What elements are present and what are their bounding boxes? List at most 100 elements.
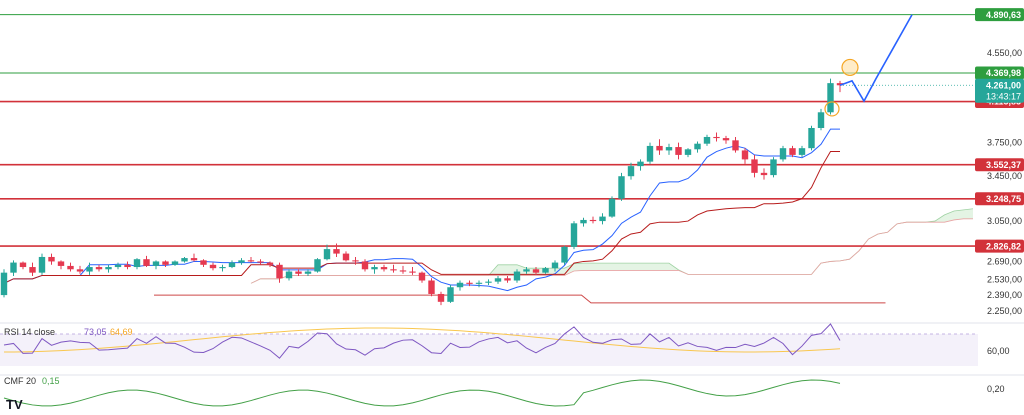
candle-67: [637, 159, 644, 171]
candle-body-85: [808, 127, 815, 149]
y-tick-label-4: 2.690,00: [987, 256, 1022, 266]
candle-body-17: [162, 261, 169, 265]
candle-22: [209, 262, 217, 271]
candle-24: [228, 260, 236, 269]
level-label-5: 2.826,82: [986, 241, 1021, 251]
candle-body-18: [171, 261, 179, 265]
candle-body-15: [143, 259, 150, 266]
countdown-label: 13:43:17: [986, 91, 1021, 101]
candle-body-50: [475, 282, 483, 284]
candle-80: [760, 168, 768, 180]
candle-body-1: [10, 262, 17, 273]
candle-body-14: [133, 259, 141, 268]
candle-body-31: [295, 271, 302, 274]
candle-42: [399, 265, 407, 274]
rsi-title: RSI 14 close: [4, 327, 55, 337]
candle-5: [48, 253, 55, 265]
candle-56: [532, 267, 540, 275]
candle-body-80: [760, 172, 768, 176]
candle-body-5: [48, 256, 55, 262]
candle-48: [456, 280, 464, 291]
candle-body-30: [285, 271, 293, 279]
candle-body-72: [684, 149, 692, 155]
rsi-tick: 60,00: [987, 346, 1010, 356]
candle-body-32: [304, 271, 312, 274]
candle-12: [114, 262, 122, 270]
candle-body-22: [209, 264, 217, 269]
level-label-4: 3.248,75: [986, 194, 1021, 204]
candle-body-48: [456, 282, 464, 288]
candle-21: [200, 259, 207, 268]
candle-body-61: [580, 219, 587, 224]
candle-body-46: [437, 293, 445, 302]
candle-body-57: [542, 268, 549, 273]
candle-body-45: [428, 280, 435, 294]
candle-body-20: [190, 258, 198, 261]
candle-body-33: [314, 259, 321, 272]
candle-body-67: [637, 161, 644, 167]
candle-75: [713, 132, 720, 142]
candle-84: [798, 145, 806, 158]
candle-body-37: [352, 260, 359, 262]
candle-body-54: [513, 271, 521, 281]
candle-body-75: [713, 136, 720, 139]
candle-78: [741, 148, 749, 164]
level-tag-1: [975, 66, 1024, 80]
candle-body-27: [257, 261, 264, 263]
candle-86: [817, 108, 825, 131]
candle-88: [836, 80, 844, 93]
candle-body-71: [675, 147, 682, 155]
candle-body-62: [589, 219, 597, 222]
candle-body-78: [741, 150, 749, 160]
candle-body-9: [86, 267, 93, 272]
candle-body-12: [114, 264, 122, 268]
candle-body-39: [371, 267, 378, 270]
candle-body-25: [238, 260, 245, 263]
candle-45: [428, 278, 435, 297]
candle-27: [257, 259, 264, 265]
candle-8: [76, 265, 84, 274]
candle-76: [722, 135, 730, 144]
candle-body-38: [361, 261, 369, 270]
candle-51: [485, 279, 492, 285]
candle-50: [475, 280, 483, 288]
candle-73: [694, 141, 701, 153]
candle-body-83: [789, 148, 796, 155]
candle-33: [314, 258, 321, 273]
candle-body-34: [323, 249, 331, 260]
candle-52: [494, 276, 502, 284]
candle-71: [675, 142, 682, 160]
candle-55: [523, 267, 530, 274]
candle-40: [380, 264, 388, 272]
candle-79: [751, 154, 758, 178]
candle-69: [656, 139, 663, 155]
candle-body-73: [694, 143, 701, 150]
candle-81: [770, 157, 777, 178]
candle-body-51: [485, 281, 492, 283]
forecast-path: [839, 14, 913, 103]
candle-body-41: [390, 269, 397, 271]
candle-body-44: [418, 272, 426, 281]
candle-2: [19, 261, 27, 270]
candle-23: [219, 264, 226, 272]
candle-body-42: [399, 270, 407, 272]
ichimoku-cloud: [251, 208, 973, 284]
candle-body-11: [105, 267, 112, 270]
candle-body-26: [247, 260, 255, 262]
y-tick-label-0: 4.550,00: [987, 48, 1022, 58]
candle-43: [409, 267, 416, 275]
candle-38: [361, 259, 369, 272]
y-tick-label-1: 3.750,00: [987, 138, 1022, 148]
candle-10: [95, 264, 103, 272]
candle-body-13: [124, 264, 131, 268]
candle-body-28: [266, 262, 274, 265]
candle-body-70: [665, 147, 673, 151]
candle-body-2: [19, 262, 27, 268]
y-tick-label-5: 2.530,00: [987, 274, 1022, 284]
candle-47: [447, 284, 454, 303]
candle-39: [371, 264, 378, 274]
candle-15: [143, 255, 150, 268]
candle-body-8: [76, 269, 84, 272]
level-tag-0: [975, 8, 1024, 22]
